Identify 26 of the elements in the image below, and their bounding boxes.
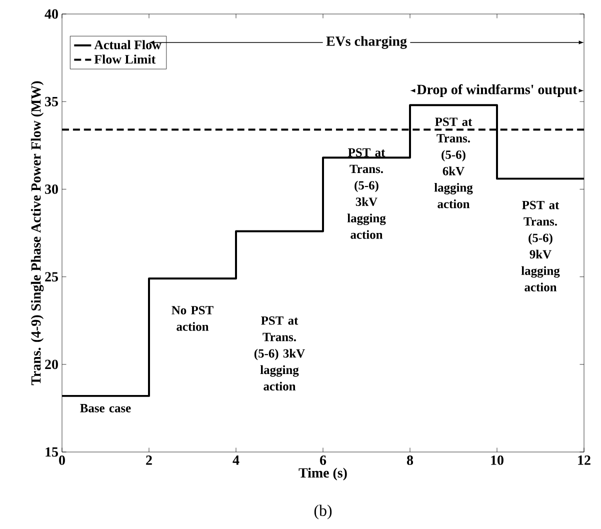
y-tick-label: 25 bbox=[45, 272, 58, 282]
annotation: Base case bbox=[80, 404, 131, 412]
x-tick-label: 0 bbox=[59, 456, 65, 465]
annotation: EVs charging bbox=[326, 36, 407, 49]
text: (b) bbox=[314, 504, 332, 520]
annotation: PST at Trans. (5-6) 9kV lagging action bbox=[521, 200, 560, 292]
legend-label: Flow Limit bbox=[94, 54, 156, 64]
x-tick-label: 2 bbox=[146, 456, 152, 465]
x-tick-label: 10 bbox=[491, 456, 504, 465]
annotation: No PST action bbox=[172, 306, 214, 331]
annotation: Drop of windfarms' output bbox=[416, 84, 578, 98]
y-tick-label: 20 bbox=[45, 360, 58, 370]
annotation: PST at Trans. (5-6) 6kV lagging action bbox=[434, 118, 473, 208]
x-axis-title: Time (s) bbox=[298, 468, 347, 480]
annotation: PST at Trans. (5-6) 3kV lagging action bbox=[254, 316, 305, 391]
x-tick-label: 12 bbox=[578, 456, 590, 465]
x-tick-label: 8 bbox=[406, 456, 414, 465]
y-tick-label: 30 bbox=[45, 184, 58, 194]
y-axis-title: Trans. (4-9) Single Phase Active Power Flow (MW) bbox=[30, 81, 44, 386]
x-tick-label: 4 bbox=[232, 456, 240, 465]
legend-label: Actual Flow bbox=[94, 40, 162, 50]
x-tick-label: 6 bbox=[320, 456, 326, 465]
y-tick-label: 40 bbox=[44, 9, 58, 19]
y-tick-label: 35 bbox=[45, 96, 58, 106]
y-tick-label: 15 bbox=[46, 447, 58, 457]
annotation: PST at Trans. (5-6) 3kV lagging action bbox=[347, 148, 386, 239]
